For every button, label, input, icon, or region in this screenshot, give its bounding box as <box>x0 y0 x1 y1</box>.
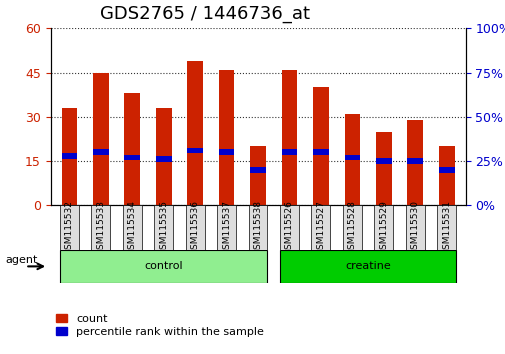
Text: creatine: creatine <box>344 261 390 272</box>
FancyBboxPatch shape <box>123 205 141 250</box>
Bar <box>156 156 171 162</box>
Text: GSM115536: GSM115536 <box>190 200 199 255</box>
Text: GSM115531: GSM115531 <box>441 200 450 255</box>
Bar <box>313 87 328 205</box>
Text: control: control <box>144 261 183 272</box>
FancyBboxPatch shape <box>374 205 392 250</box>
Bar <box>438 146 453 205</box>
Bar <box>249 146 266 205</box>
Text: GDS2765 / 1446736_at: GDS2765 / 1446736_at <box>100 6 310 23</box>
FancyBboxPatch shape <box>405 205 424 250</box>
FancyBboxPatch shape <box>185 205 204 250</box>
Bar <box>93 73 109 205</box>
FancyBboxPatch shape <box>60 250 267 283</box>
Bar <box>407 158 422 164</box>
Bar <box>281 149 297 155</box>
Text: GSM115528: GSM115528 <box>347 200 356 255</box>
FancyBboxPatch shape <box>60 205 79 250</box>
Text: agent: agent <box>5 255 37 265</box>
Text: GSM115530: GSM115530 <box>410 200 419 255</box>
Bar <box>313 149 328 155</box>
FancyBboxPatch shape <box>436 205 455 250</box>
Bar <box>344 114 360 205</box>
Text: GSM115529: GSM115529 <box>379 200 387 255</box>
Bar <box>249 167 266 173</box>
Bar <box>407 120 422 205</box>
Bar <box>438 167 453 173</box>
Bar <box>124 93 140 205</box>
Text: GSM115534: GSM115534 <box>128 200 136 255</box>
Bar <box>62 153 77 159</box>
Bar <box>375 132 391 205</box>
Text: GSM115526: GSM115526 <box>284 200 293 255</box>
Bar <box>218 70 234 205</box>
Text: GSM115537: GSM115537 <box>222 200 231 255</box>
Bar <box>93 149 109 155</box>
Bar <box>187 61 203 205</box>
FancyBboxPatch shape <box>279 250 455 283</box>
Text: GSM115535: GSM115535 <box>159 200 168 255</box>
Text: GSM115538: GSM115538 <box>253 200 262 255</box>
Bar <box>375 158 391 164</box>
Bar <box>124 155 140 160</box>
Bar <box>344 155 360 160</box>
Bar <box>187 148 203 153</box>
Bar <box>62 108 77 205</box>
FancyBboxPatch shape <box>217 205 236 250</box>
FancyBboxPatch shape <box>342 205 361 250</box>
FancyBboxPatch shape <box>154 205 173 250</box>
Bar <box>156 108 171 205</box>
Bar <box>281 70 297 205</box>
Text: GSM115533: GSM115533 <box>96 200 105 255</box>
Text: GSM115527: GSM115527 <box>316 200 325 255</box>
FancyBboxPatch shape <box>91 205 110 250</box>
Legend: count, percentile rank within the sample: count, percentile rank within the sample <box>56 314 264 337</box>
FancyBboxPatch shape <box>248 205 267 250</box>
FancyBboxPatch shape <box>311 205 330 250</box>
Text: GSM115532: GSM115532 <box>65 200 74 255</box>
Bar <box>218 149 234 155</box>
FancyBboxPatch shape <box>279 205 298 250</box>
